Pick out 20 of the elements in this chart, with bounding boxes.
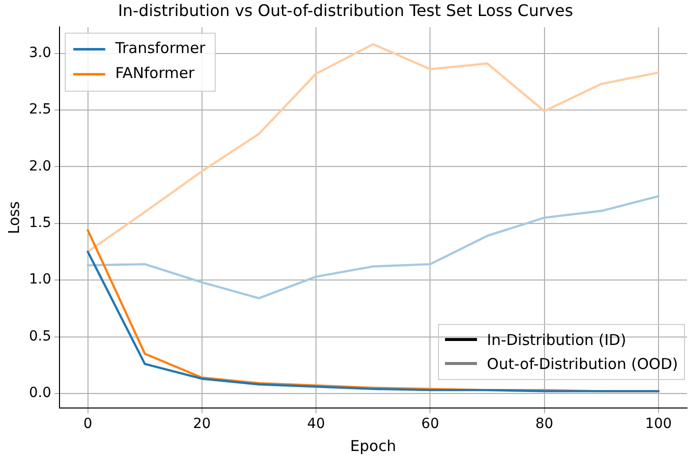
y-tick-label: 0.5	[29, 328, 52, 344]
chart-title: In-distribution vs Out-of-distribution Test Set Loss Curves	[118, 0, 574, 20]
x-tick-label: 40	[307, 416, 325, 432]
x-axis-title: Epoch	[350, 436, 396, 455]
legend-label: FANformer	[115, 64, 196, 82]
x-tick-label: 20	[193, 416, 211, 432]
x-tick-label: 80	[535, 416, 554, 432]
y-tick-label: 0.0	[29, 385, 52, 402]
x-tick-label: 60	[421, 416, 440, 432]
y-tick-label: 1.5	[29, 215, 52, 232]
y-tick-label: 2.0	[29, 158, 52, 174]
legend-label: Transformer	[114, 39, 206, 58]
y-tick-label: 1.0	[29, 272, 52, 288]
annotation: In-Distribution (ID)	[486, 330, 626, 349]
y-tick-label: 3.0	[29, 44, 52, 61]
y-tick-label: 2.5	[29, 102, 52, 118]
x-tick-label: 0	[83, 416, 92, 432]
y-axis-title: Loss	[4, 201, 23, 234]
x-tick-label: 100	[645, 416, 672, 432]
annotation: Out-of-Distribution (OOD)	[486, 354, 678, 373]
